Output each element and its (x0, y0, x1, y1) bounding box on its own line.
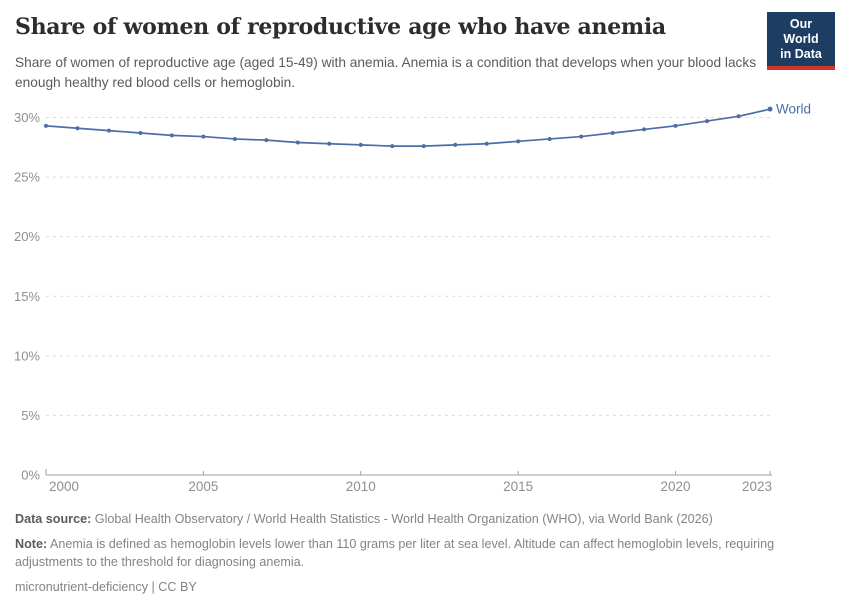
chart-subtitle: Share of women of reproductive age (aged… (15, 55, 757, 90)
svg-text:2015: 2015 (503, 479, 533, 494)
note-line: Note: Anemia is defined as hemoglobin le… (15, 535, 829, 572)
svg-text:2010: 2010 (346, 479, 376, 494)
svg-text:2023: 2023 (742, 479, 772, 494)
owid-logo[interactable]: Our World in Data (767, 12, 835, 70)
owid-logo-red-bar (767, 66, 835, 70)
world-line-series[interactable]: World (44, 102, 811, 149)
data-point (169, 133, 174, 138)
data-point (579, 134, 584, 139)
data-point (390, 144, 395, 149)
x-axis: 2000 2005 2010 2015 2020 2023 (45, 469, 772, 494)
data-point (610, 130, 615, 135)
data-point (138, 130, 143, 135)
data-source-label: Data source: (15, 512, 92, 526)
y-axis-labels: 0% 5% 10% 15% 20% 25% 30% (14, 110, 40, 483)
data-point (44, 123, 48, 128)
data-point (673, 123, 678, 128)
chart-footer: Data source: Global Health Observatory /… (15, 510, 829, 600)
data-point (106, 128, 111, 133)
svg-text:30%: 30% (14, 110, 40, 125)
data-point (327, 141, 332, 146)
data-point (358, 142, 363, 147)
data-point (201, 134, 206, 139)
svg-text:2020: 2020 (661, 479, 691, 494)
data-point (767, 106, 773, 112)
grid-lines (46, 117, 772, 476)
data-point (453, 142, 458, 147)
world-end-label: World (776, 102, 811, 117)
page-title: Share of women of reproductive age who h… (15, 14, 666, 40)
data-source-text: Global Health Observatory / World Health… (94, 512, 713, 526)
svg-text:15%: 15% (14, 289, 40, 304)
data-source-line: Data source: Global Health Observatory /… (15, 510, 829, 529)
svg-text:2005: 2005 (188, 479, 218, 494)
data-point (75, 126, 80, 131)
data-point (516, 139, 521, 144)
svg-text:25%: 25% (14, 170, 40, 185)
license-line: micronutrient-deficiency | CC BY (15, 579, 197, 594)
series-line (45, 108, 771, 147)
owid-logo-text: Our World in Data (767, 12, 835, 66)
data-point (736, 114, 741, 119)
data-point (421, 144, 426, 149)
note-label: Note: (15, 536, 48, 551)
data-point (232, 136, 237, 141)
data-point (264, 138, 269, 143)
data-point (705, 119, 710, 124)
data-point (642, 127, 647, 132)
svg-text:2000: 2000 (49, 479, 79, 494)
data-point (484, 141, 489, 146)
chart-area[interactable]: 0% 5% 10% 15% 20% 25% 30% 2000 2005 2010 2015 2020 2… (0, 95, 850, 505)
svg-text:0%: 0% (21, 468, 40, 483)
data-point (547, 136, 552, 141)
svg-text:20%: 20% (14, 229, 40, 244)
chart-canvas[interactable]: 0%5%10%15%20%25%30%2000 2005 2010 2015 2020 2… (0, 95, 850, 505)
svg-text:5%: 5% (21, 408, 40, 423)
svg-text:10%: 10% (14, 348, 40, 363)
data-point (295, 140, 300, 145)
note-text: Anemia is defined as hemoglobin levels l… (15, 536, 775, 570)
